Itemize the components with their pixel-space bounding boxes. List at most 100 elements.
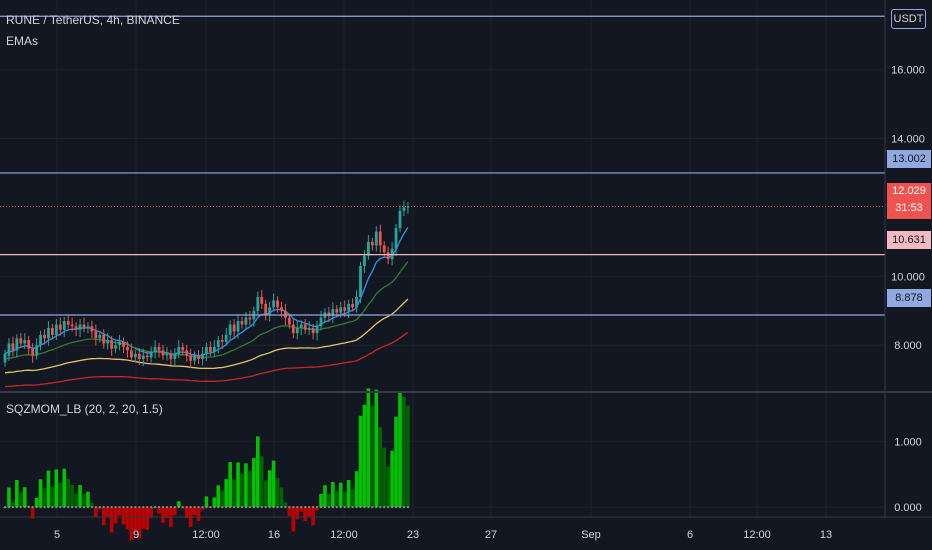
histogram-bar[interactable]	[70, 484, 74, 508]
candle[interactable]	[406, 206, 410, 208]
histogram-bar[interactable]	[50, 487, 55, 508]
histogram-bar[interactable]	[291, 507, 296, 532]
histogram-bar[interactable]	[354, 471, 359, 508]
histogram-bar[interactable]	[307, 507, 311, 517]
histogram-bar[interactable]	[374, 389, 379, 508]
candle[interactable]	[58, 324, 62, 330]
candle[interactable]	[54, 324, 58, 335]
candle[interactable]	[149, 352, 153, 358]
candle[interactable]	[15, 338, 19, 351]
candle[interactable]	[367, 241, 370, 256]
candle[interactable]	[118, 341, 121, 346]
candle[interactable]	[11, 343, 15, 351]
candle[interactable]	[288, 317, 291, 325]
candle[interactable]	[173, 353, 177, 359]
candle[interactable]	[284, 310, 287, 318]
candle[interactable]	[386, 252, 390, 260]
histogram-bar[interactable]	[240, 473, 244, 508]
histogram-bar[interactable]	[86, 491, 90, 508]
candle[interactable]	[303, 324, 307, 330]
histogram-bar[interactable]	[350, 489, 355, 508]
histogram-bar[interactable]	[342, 491, 347, 508]
histogram-bar[interactable]	[105, 507, 110, 517]
histogram-bar[interactable]	[125, 507, 130, 530]
histogram-bar[interactable]	[402, 397, 406, 508]
candle[interactable]	[141, 355, 145, 359]
candle[interactable]	[102, 334, 106, 344]
candle[interactable]	[19, 338, 23, 344]
histogram-bar[interactable]	[323, 485, 327, 508]
candle[interactable]	[157, 346, 161, 351]
candle[interactable]	[382, 245, 386, 253]
histogram-bar[interactable]	[256, 436, 260, 508]
candle[interactable]	[122, 341, 125, 347]
histogram-bar[interactable]	[267, 470, 272, 508]
candle[interactable]	[177, 346, 181, 354]
candle[interactable]	[7, 343, 11, 356]
histogram-bar[interactable]	[232, 479, 236, 508]
histogram-bar[interactable]	[303, 507, 307, 521]
histogram-bar[interactable]	[54, 469, 59, 508]
histogram-bar[interactable]	[82, 493, 86, 508]
candle[interactable]	[331, 309, 335, 316]
histogram-bar[interactable]	[224, 479, 228, 508]
histogram-bar[interactable]	[74, 493, 78, 508]
candle[interactable]	[94, 331, 98, 339]
candle[interactable]	[133, 353, 137, 358]
histogram-bar[interactable]	[177, 501, 181, 508]
histogram-bar[interactable]	[212, 497, 217, 508]
histogram-bar[interactable]	[30, 507, 35, 519]
candle[interactable]	[355, 297, 358, 308]
candle[interactable]	[311, 328, 315, 334]
candle[interactable]	[185, 350, 189, 356]
candle[interactable]	[137, 353, 141, 359]
candle[interactable]	[240, 321, 244, 325]
horizontal-levels[interactable]	[0, 15, 885, 316]
symbol-title[interactable]: RUNE / TetherUS, 4h, BINANCE	[6, 13, 180, 27]
histogram-bar[interactable]	[149, 507, 153, 518]
candle[interactable]	[374, 231, 378, 246]
histogram-bar[interactable]	[161, 507, 165, 523]
histogram-bar[interactable]	[362, 404, 367, 508]
histogram-bar[interactable]	[358, 415, 363, 508]
candle[interactable]	[291, 324, 295, 334]
candle[interactable]	[47, 328, 50, 339]
candle[interactable]	[193, 355, 196, 361]
level-tag-8878[interactable]: 8.878	[887, 289, 931, 307]
histogram-bar[interactable]	[133, 507, 138, 531]
candle[interactable]	[343, 307, 347, 311]
candle[interactable]	[98, 334, 102, 339]
candle[interactable]	[86, 326, 90, 328]
histogram-bar[interactable]	[42, 488, 47, 508]
histogram-bar[interactable]	[137, 507, 142, 539]
candle[interactable]	[110, 340, 114, 349]
histogram-bar[interactable]	[38, 479, 43, 508]
candle[interactable]	[106, 340, 110, 344]
candle[interactable]	[224, 334, 228, 342]
candle[interactable]	[35, 345, 38, 356]
histogram-bar[interactable]	[259, 456, 264, 508]
candle[interactable]	[216, 340, 220, 347]
histogram-bar[interactable]	[46, 470, 51, 508]
candle[interactable]	[66, 321, 70, 325]
histogram-bar[interactable]	[113, 507, 118, 524]
histogram-bar[interactable]	[311, 507, 315, 526]
histogram-bar[interactable]	[287, 507, 292, 516]
indicator-label[interactable]: SQZMOM_LB (20, 2, 20, 1.5)	[6, 402, 163, 416]
histogram-bar[interactable]	[252, 457, 256, 508]
candle[interactable]	[201, 353, 204, 359]
candle[interactable]	[370, 241, 374, 246]
histogram-bar[interactable]	[22, 487, 27, 508]
candle[interactable]	[74, 326, 78, 330]
histogram-bar[interactable]	[109, 507, 114, 533]
candle[interactable]	[402, 207, 406, 211]
histogram-bar[interactable]	[94, 507, 98, 517]
candle[interactable]	[62, 321, 66, 330]
histogram-bar[interactable]	[263, 480, 268, 508]
candle[interactable]	[394, 228, 398, 249]
histogram-bar[interactable]	[220, 490, 225, 508]
histogram-bar[interactable]	[382, 447, 386, 508]
histogram-bar[interactable]	[248, 470, 252, 508]
histogram-bar[interactable]	[315, 507, 319, 511]
